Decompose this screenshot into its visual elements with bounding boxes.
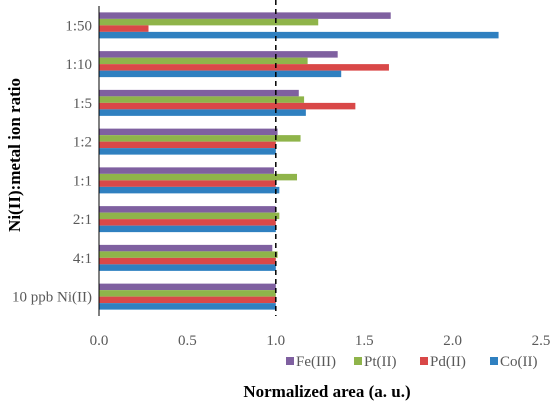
x-tick-label: 1.5 bbox=[355, 333, 374, 349]
bar-ptii-3 bbox=[99, 135, 301, 142]
category-label: 2:1 bbox=[73, 212, 92, 228]
bar-pdii-3 bbox=[99, 141, 276, 149]
bar-ptii-1 bbox=[99, 57, 308, 65]
category-label: 4:1 bbox=[73, 251, 92, 267]
category-label: 1:50 bbox=[65, 18, 92, 34]
x-tick-label: 2.0 bbox=[443, 333, 462, 349]
bar-pdii-4 bbox=[99, 180, 276, 187]
legend-label: Pt(II) bbox=[364, 354, 397, 370]
category-label: 1:10 bbox=[65, 57, 92, 73]
bar-ptii-7 bbox=[99, 290, 276, 297]
bar-feiii-6 bbox=[99, 244, 273, 252]
bar-ptii-2 bbox=[99, 96, 305, 103]
bar-ptii-4 bbox=[99, 173, 298, 181]
category-label: 1:1 bbox=[73, 173, 92, 189]
bar-coii-6 bbox=[99, 264, 276, 271]
legend: Fe(III) Pt(II) Pd(II) Co(II) bbox=[286, 354, 538, 370]
category-label: 1:5 bbox=[73, 96, 92, 112]
x-tick-labels: 0.0 0.5 1.0 1.5 2.0 2.5 bbox=[90, 333, 550, 349]
x-tick-label: 0.5 bbox=[178, 333, 197, 349]
legend-label: Fe(III) bbox=[296, 354, 336, 370]
bar-coii-7 bbox=[99, 303, 276, 310]
bar-ptii-0 bbox=[99, 18, 319, 26]
bar-feiii-5 bbox=[99, 206, 276, 213]
x-tick-label: 1.0 bbox=[266, 333, 285, 349]
x-axis-title: Normalized area (a. u.) bbox=[243, 382, 410, 401]
bar-coii-0 bbox=[99, 31, 499, 39]
bar-pdii-6 bbox=[99, 257, 276, 265]
legend-swatch bbox=[354, 357, 362, 365]
bar-pdii-0 bbox=[99, 25, 149, 32]
category-label: 1:2 bbox=[73, 135, 92, 151]
bar-coii-2 bbox=[99, 109, 306, 116]
category-labels: 1:50 1:10 1:5 1:2 1:1 2:1 4:1 10 ppb Ni(II) bbox=[12, 18, 92, 305]
bar-feiii-0 bbox=[99, 12, 391, 19]
bar-feiii-4 bbox=[99, 167, 275, 174]
bar-coii-5 bbox=[99, 225, 276, 233]
bar-feiii-3 bbox=[99, 128, 278, 136]
legend-swatch bbox=[286, 357, 294, 365]
x-tick-label: 2.5 bbox=[532, 333, 550, 349]
legend-swatch bbox=[490, 357, 498, 365]
bar-pdii-5 bbox=[99, 219, 276, 226]
bar-coii-3 bbox=[99, 148, 276, 155]
bar-feiii-7 bbox=[99, 283, 276, 291]
bar-coii-4 bbox=[99, 186, 280, 194]
bar-feiii-2 bbox=[99, 89, 299, 97]
y-axis-title: Ni(II):metal ion ratio bbox=[5, 78, 24, 232]
bar-ptii-5 bbox=[99, 212, 280, 220]
bar-pdii-2 bbox=[99, 102, 356, 110]
bar-pdii-1 bbox=[99, 64, 389, 71]
legend-label: Pd(II) bbox=[430, 354, 466, 370]
category-label: 10 ppb Ni(II) bbox=[12, 290, 92, 306]
legend-swatch bbox=[420, 357, 428, 365]
x-tick-label: 0.0 bbox=[90, 333, 109, 349]
bar-pdii-7 bbox=[99, 296, 276, 304]
bar-coii-1 bbox=[99, 70, 342, 78]
bar-feiii-1 bbox=[99, 51, 338, 58]
bar-ptii-6 bbox=[99, 251, 278, 258]
bars-layer bbox=[99, 12, 499, 310]
legend-label: Co(II) bbox=[500, 354, 538, 370]
